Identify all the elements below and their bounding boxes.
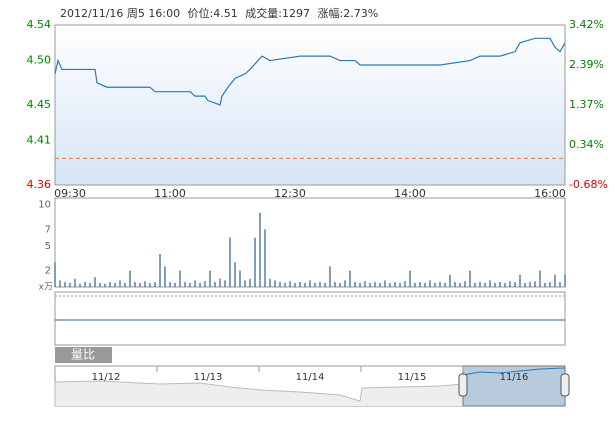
navigator-date: 11/14: [296, 372, 325, 383]
navigator-date: 11/12: [92, 372, 121, 383]
volume-tick-label: 5: [45, 241, 51, 252]
ratio-panel: [54, 291, 566, 346]
y2-tick-label: 2.39%: [569, 58, 604, 71]
tab-label[interactable]: 量比: [71, 348, 95, 362]
navigator-history: [54, 380, 464, 406]
x-tick-label: 16:00: [534, 187, 566, 200]
y-tick-label: 4.45: [27, 98, 52, 111]
volume-panel: [54, 197, 566, 288]
y-tick-label: 4.41: [27, 134, 52, 147]
volume-tick-label: 7: [45, 224, 51, 235]
header-change: 涨幅:2.73%: [318, 7, 379, 20]
price-panel: [54, 24, 566, 186]
navigator[interactable]: 11/12 11/13 11/14 11/15 11/16: [54, 365, 570, 407]
x-tick-label: 09:30: [54, 187, 86, 200]
volume-unit: x万: [39, 283, 53, 293]
header-datetime: 2012/11/16 周5 16:00: [60, 7, 180, 20]
navigator-handle[interactable]: [560, 373, 570, 397]
price-line: [54, 37, 566, 106]
navigator-date: 11/13: [194, 372, 223, 383]
volume-tick-label: 10: [38, 200, 51, 211]
x-tick-label: 14:00: [394, 187, 426, 200]
y-tick-label: 4.50: [27, 54, 52, 67]
navigator-line: [462, 367, 566, 376]
header: 2012/11/16 周5 16:00 价位:4.51 成交量:1297 涨幅:…: [60, 6, 378, 20]
navigator-handle[interactable]: [458, 373, 468, 397]
navigator-date: 11/16: [500, 372, 529, 383]
y-tick-label: 4.36: [27, 178, 52, 191]
y2-tick-label: 3.42%: [569, 18, 604, 31]
tab[interactable]: [55, 347, 112, 363]
x-tick-label: 11:00: [154, 187, 186, 200]
y2-tick-label: 1.37%: [569, 98, 604, 111]
y2-tick-label: -0.68%: [569, 178, 608, 191]
x-tick-label: 12:30: [274, 187, 306, 200]
y-tick-label: 4.54: [27, 18, 52, 31]
header-volume: 成交量:1297: [245, 6, 310, 20]
volume-tick-label: 2: [45, 266, 51, 277]
navigator-date: 11/15: [398, 372, 427, 383]
header-price: 价位:4.51: [188, 6, 238, 20]
y2-tick-label: 0.34%: [569, 138, 604, 151]
